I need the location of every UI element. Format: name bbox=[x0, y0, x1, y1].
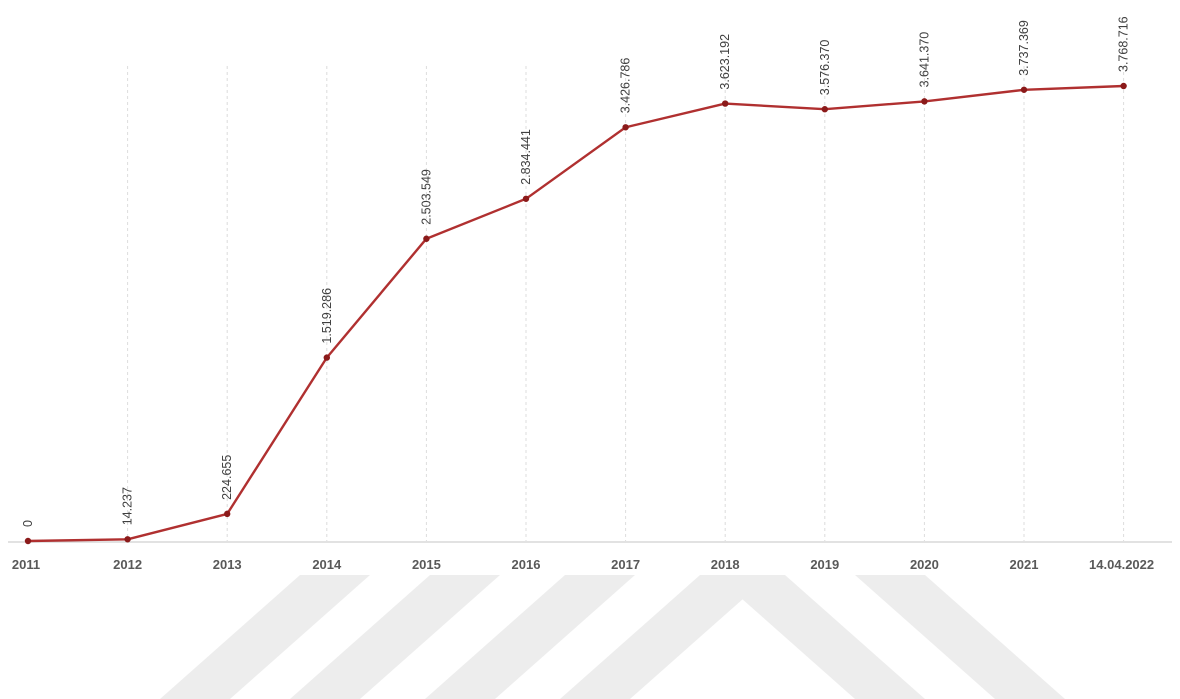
data-label: 3.576.370 bbox=[818, 40, 832, 96]
data-markers bbox=[24, 82, 1127, 545]
x-tick-label: 2012 bbox=[113, 557, 142, 572]
data-point bbox=[24, 537, 32, 545]
x-tick-label: 2011 bbox=[12, 557, 40, 572]
x-tick-label: 2021 bbox=[1010, 557, 1039, 572]
x-tick-label: 2014 bbox=[312, 557, 342, 572]
watermark-stripes bbox=[160, 575, 1065, 699]
x-tick-label: 2013 bbox=[213, 557, 242, 572]
watermark-stripe bbox=[715, 575, 925, 699]
data-label: 14.237 bbox=[121, 487, 135, 525]
data-label: 3.768.716 bbox=[1117, 16, 1131, 72]
data-label: 3.426.786 bbox=[619, 58, 633, 114]
x-tick-label: 2018 bbox=[711, 557, 740, 572]
watermark-stripe bbox=[160, 575, 370, 699]
data-label: 3.623.192 bbox=[718, 34, 732, 90]
data-point bbox=[522, 195, 530, 202]
watermark-stripe bbox=[425, 575, 635, 699]
x-tick-label: 2017 bbox=[611, 557, 640, 572]
x-tick-label: 2020 bbox=[910, 557, 939, 572]
data-label: 0 bbox=[21, 520, 35, 527]
data-point bbox=[622, 124, 629, 131]
data-labels: 0 14.237 224.655 1.519.286 2.503.549 2.834.44… bbox=[21, 16, 1131, 527]
data-point bbox=[323, 354, 330, 361]
x-tick-label: 2019 bbox=[810, 557, 839, 572]
series-line bbox=[27, 84, 1124, 543]
data-label: 224.655 bbox=[220, 455, 234, 500]
data-point bbox=[224, 510, 231, 518]
watermark-stripe bbox=[290, 575, 500, 699]
data-point bbox=[1120, 82, 1127, 90]
x-tick-label: 2016 bbox=[512, 557, 541, 572]
x-tick-label: 14.04.2022 bbox=[1089, 557, 1154, 572]
gridlines bbox=[127, 66, 1125, 541]
data-point bbox=[423, 235, 430, 242]
watermark-stripe bbox=[855, 575, 1065, 699]
data-point bbox=[1020, 86, 1028, 93]
x-tick-labels: 2011 2012 2013 2014 2015 2016 2017 2018 2019 2020… bbox=[12, 557, 1154, 572]
data-point bbox=[722, 100, 729, 107]
data-label: 2.503.549 bbox=[419, 169, 433, 225]
data-point bbox=[921, 98, 928, 105]
data-label: 1.519.286 bbox=[320, 288, 334, 344]
data-point bbox=[124, 536, 131, 543]
watermark-stripe bbox=[560, 575, 770, 699]
series-layer bbox=[27, 84, 1124, 543]
x-tick-label: 2015 bbox=[412, 557, 441, 572]
data-point bbox=[821, 106, 828, 113]
data-label: 3.737.369 bbox=[1017, 20, 1031, 76]
data-label: 3.641.370 bbox=[917, 32, 931, 88]
data-label: 2.834.441 bbox=[519, 129, 533, 185]
